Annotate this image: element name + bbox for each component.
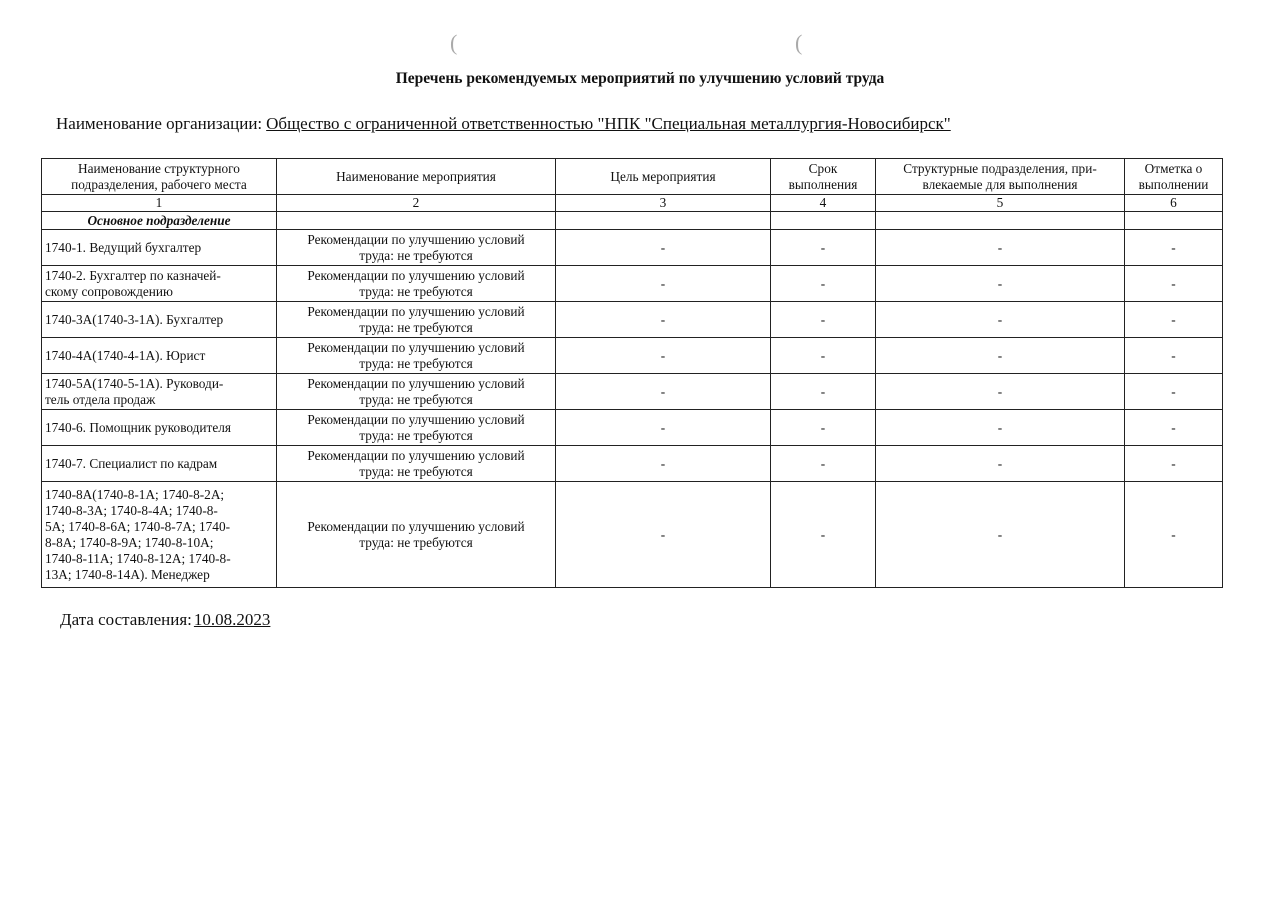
cell-mark: - — [1124, 409, 1223, 446]
cell-measure: Рекомендации по улучшению условий труда:… — [276, 301, 556, 338]
cell-term: - — [770, 445, 876, 482]
cell-mark: - — [1124, 265, 1223, 302]
cell-place: 1740-8А(1740-8-1А; 1740-8-2А; 1740-8-3А;… — [41, 481, 277, 588]
cell-goal: - — [555, 265, 771, 302]
cell-goal: - — [555, 409, 771, 446]
cell-measure: Рекомендации по улучшению условий труда:… — [276, 229, 556, 266]
cell-measure: Рекомендации по улучшению условий труда:… — [276, 481, 556, 588]
date-value: 10.08.2023 — [193, 610, 271, 629]
cell-measure: Рекомендации по улучшению условий труда:… — [276, 409, 556, 446]
cell-term: - — [770, 481, 876, 588]
empty-cell — [1124, 211, 1223, 230]
cell-term: - — [770, 409, 876, 446]
empty-cell — [276, 211, 556, 230]
number-row: 1 2 3 4 5 6 — [41, 194, 1223, 212]
header-cell: Структурные подразделения, при- влекаемы… — [875, 158, 1125, 195]
table-row: 1740-6. Помощник руководителя Рекомендаци… — [41, 409, 1223, 446]
cell-units: - — [875, 337, 1125, 374]
cell-measure: Рекомендации по улучшению условий труда:… — [276, 337, 556, 374]
empty-cell — [555, 211, 771, 230]
organization-value: Общество с ограниченной ответственностью… — [266, 114, 951, 133]
date-label: Дата составления: — [60, 610, 192, 629]
cell-term: - — [770, 337, 876, 374]
cell-units: - — [875, 409, 1125, 446]
cell-term: - — [770, 229, 876, 266]
cell-units: - — [875, 301, 1125, 338]
cell-place: 1740-7. Специалист по кадрам — [41, 445, 277, 482]
column-number: 3 — [555, 194, 771, 212]
cell-place: 1740-5А(1740-5-1А). Руководи- тель отдел… — [41, 373, 277, 410]
organization-label: Наименование организации: — [56, 114, 263, 133]
cell-measure: Рекомендации по улучшению условий труда:… — [276, 265, 556, 302]
cell-goal: - — [555, 373, 771, 410]
cell-place: 1740-4А(1740-4-1А). Юрист — [41, 337, 277, 374]
table-row: 1740-8А(1740-8-1А; 1740-8-2А; 1740-8-3А;… — [41, 481, 1223, 588]
cell-place: 1740-1. Ведущий бухгалтер — [41, 229, 277, 266]
header-cell: Наименование структурного подразделения,… — [41, 158, 277, 195]
table-row: 1740-5А(1740-5-1А). Руководи- тель отдел… — [41, 373, 1223, 410]
cell-measure: Рекомендации по улучшению условий труда:… — [276, 373, 556, 410]
cell-mark: - — [1124, 445, 1223, 482]
table-row: 1740-7. Специалист по кадрам Рекомендации… — [41, 445, 1223, 482]
scan-mark: ( — [450, 30, 458, 55]
cell-goal: - — [555, 301, 771, 338]
cell-mark: - — [1124, 229, 1223, 266]
cell-term: - — [770, 265, 876, 302]
cell-units: - — [875, 373, 1125, 410]
table-row: 1740-1. Ведущий бухгалтер Рекомендации по… — [41, 229, 1223, 266]
column-number: 5 — [875, 194, 1125, 212]
table-row: 1740-4А(1740-4-1А). Юрист Рекомендации по… — [41, 337, 1223, 374]
header-row: Наименование структурного подразделения,… — [41, 158, 1223, 195]
cell-mark: - — [1124, 337, 1223, 374]
organization-line: Наименование организации: Общество с огра… — [56, 114, 961, 134]
cell-mark: - — [1124, 301, 1223, 338]
cell-measure: Рекомендации по улучшению условий труда:… — [276, 445, 556, 482]
header-cell: Наименование мероприятия — [276, 158, 556, 195]
column-number: 1 — [41, 194, 277, 212]
cell-term: - — [770, 301, 876, 338]
table-row: 1740-3А(1740-3-1А). Бухгалтер Рекомендаци… — [41, 301, 1223, 338]
section-title: Основное подразделение — [41, 211, 277, 230]
cell-goal: - — [555, 445, 771, 482]
cell-units: - — [875, 445, 1125, 482]
cell-mark: - — [1124, 481, 1223, 588]
empty-cell — [875, 211, 1125, 230]
cell-place: 1740-3А(1740-3-1А). Бухгалтер — [41, 301, 277, 338]
cell-units: - — [875, 481, 1125, 588]
cell-place: 1740-6. Помощник руководителя — [41, 409, 277, 446]
cell-goal: - — [555, 481, 771, 588]
column-number: 4 — [770, 194, 876, 212]
section-row: Основное подразделение — [41, 211, 1223, 230]
cell-goal: - — [555, 229, 771, 266]
cell-mark: - — [1124, 373, 1223, 410]
cell-goal: - — [555, 337, 771, 374]
scan-mark: ( — [795, 30, 803, 55]
empty-cell — [770, 211, 876, 230]
column-number: 2 — [276, 194, 556, 212]
header-cell: Отметка о выполнении — [1124, 158, 1223, 195]
page-title: Перечень рекомендуемых мероприятий по ул… — [395, 70, 885, 87]
table-row: 1740-2. Бухгалтер по казначей- скому соп… — [41, 265, 1223, 302]
header-cell: Срок выполнения — [770, 158, 876, 195]
cell-units: - — [875, 265, 1125, 302]
cell-term: - — [770, 373, 876, 410]
header-cell: Цель мероприятия — [555, 158, 771, 195]
measures-table: Наименование структурного подразделения,… — [41, 158, 1223, 588]
date-line: Дата составления: 10.08.2023 — [60, 610, 276, 630]
cell-units: - — [875, 229, 1125, 266]
column-number: 6 — [1124, 194, 1223, 212]
cell-place: 1740-2. Бухгалтер по казначей- скому соп… — [41, 265, 277, 302]
